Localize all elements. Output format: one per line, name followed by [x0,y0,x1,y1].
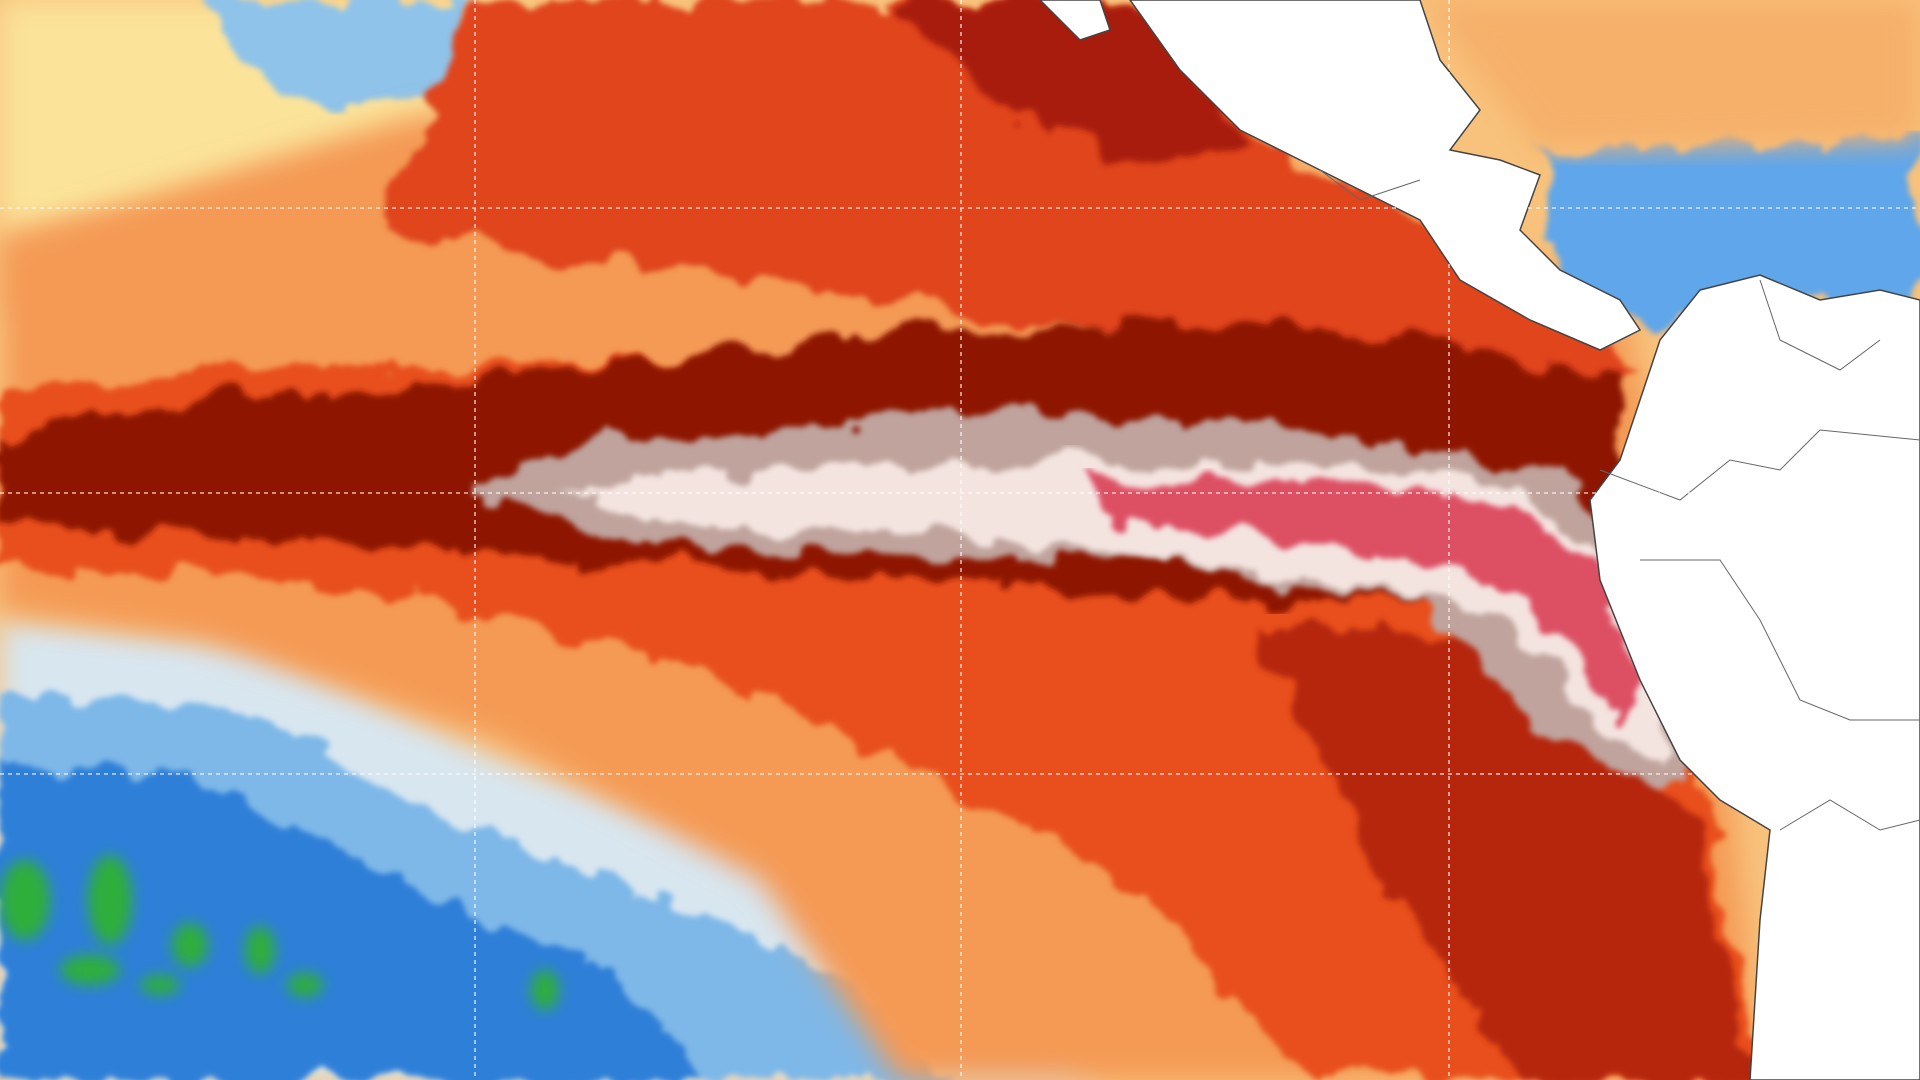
baja-tip [1038,0,1111,41]
peak-anomaly [1080,480,1640,720]
warm-zone [1420,0,1920,150]
hotter-zone [1250,620,1750,1080]
land [1038,0,1920,1080]
very-cold-patches [0,855,559,1010]
cool-patch [200,0,480,110]
cold-zone [0,760,700,1080]
cool-zone [1540,140,1920,330]
borders [1319,169,1920,831]
hot-zone [380,0,1640,380]
south-america [1589,274,1920,1080]
